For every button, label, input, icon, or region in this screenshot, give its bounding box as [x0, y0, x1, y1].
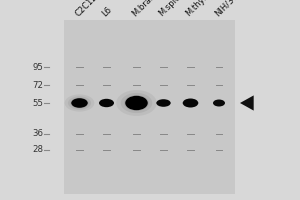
Ellipse shape [70, 98, 88, 108]
Bar [91, 20, 122, 194]
Ellipse shape [116, 90, 157, 116]
Text: 55: 55 [32, 98, 44, 108]
Ellipse shape [71, 98, 88, 108]
Text: M.spleen: M.spleen [157, 0, 190, 18]
Ellipse shape [213, 99, 225, 106]
Text: C2C12: C2C12 [73, 0, 99, 18]
Ellipse shape [121, 93, 152, 113]
Bar [203, 20, 235, 194]
Text: 28: 28 [32, 146, 44, 154]
Text: M.thymus: M.thymus [184, 0, 220, 18]
Bar [175, 20, 206, 194]
Ellipse shape [68, 96, 91, 110]
Ellipse shape [124, 95, 149, 111]
Text: 72: 72 [32, 80, 44, 90]
Text: L6: L6 [100, 5, 114, 18]
Text: 95: 95 [33, 62, 44, 72]
Ellipse shape [99, 99, 114, 107]
Bar [121, 20, 152, 194]
Bar [148, 20, 179, 194]
Ellipse shape [125, 96, 148, 110]
Text: 36: 36 [32, 130, 44, 138]
Polygon shape [240, 95, 254, 111]
Ellipse shape [65, 94, 94, 112]
Bar [64, 20, 95, 194]
Text: NIH/3T3: NIH/3T3 [213, 0, 243, 18]
Text: M.brain: M.brain [130, 0, 159, 18]
Ellipse shape [156, 99, 171, 107]
Ellipse shape [183, 98, 198, 108]
